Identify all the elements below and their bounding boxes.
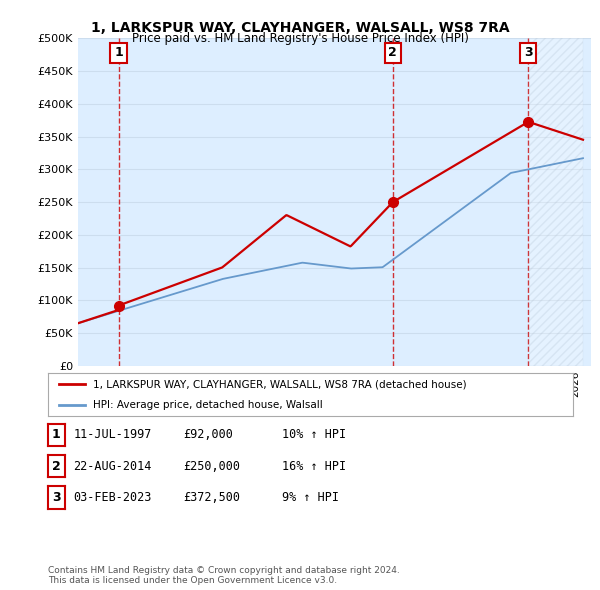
Text: HPI: Average price, detached house, Walsall: HPI: Average price, detached house, Wals…	[92, 401, 322, 410]
Text: 1: 1	[114, 46, 123, 59]
Text: 22-AUG-2014: 22-AUG-2014	[73, 460, 152, 473]
Text: 3: 3	[524, 46, 533, 59]
Text: £250,000: £250,000	[183, 460, 240, 473]
Text: Contains HM Land Registry data © Crown copyright and database right 2024.: Contains HM Land Registry data © Crown c…	[48, 566, 400, 575]
Text: 10% ↑ HPI: 10% ↑ HPI	[282, 428, 346, 441]
Text: Price paid vs. HM Land Registry's House Price Index (HPI): Price paid vs. HM Land Registry's House …	[131, 32, 469, 45]
Text: 11-JUL-1997: 11-JUL-1997	[73, 428, 152, 441]
Text: 2: 2	[52, 460, 61, 473]
Text: 3: 3	[52, 491, 61, 504]
Text: £372,500: £372,500	[183, 491, 240, 504]
Text: 1, LARKSPUR WAY, CLAYHANGER, WALSALL, WS8 7RA: 1, LARKSPUR WAY, CLAYHANGER, WALSALL, WS…	[91, 21, 509, 35]
Text: 1: 1	[52, 428, 61, 441]
Text: 2: 2	[388, 46, 397, 59]
Text: 16% ↑ HPI: 16% ↑ HPI	[282, 460, 346, 473]
Text: This data is licensed under the Open Government Licence v3.0.: This data is licensed under the Open Gov…	[48, 576, 337, 585]
Text: 03-FEB-2023: 03-FEB-2023	[73, 491, 152, 504]
Text: 9% ↑ HPI: 9% ↑ HPI	[282, 491, 339, 504]
Text: £92,000: £92,000	[183, 428, 233, 441]
Text: 1, LARKSPUR WAY, CLAYHANGER, WALSALL, WS8 7RA (detached house): 1, LARKSPUR WAY, CLAYHANGER, WALSALL, WS…	[92, 379, 466, 389]
